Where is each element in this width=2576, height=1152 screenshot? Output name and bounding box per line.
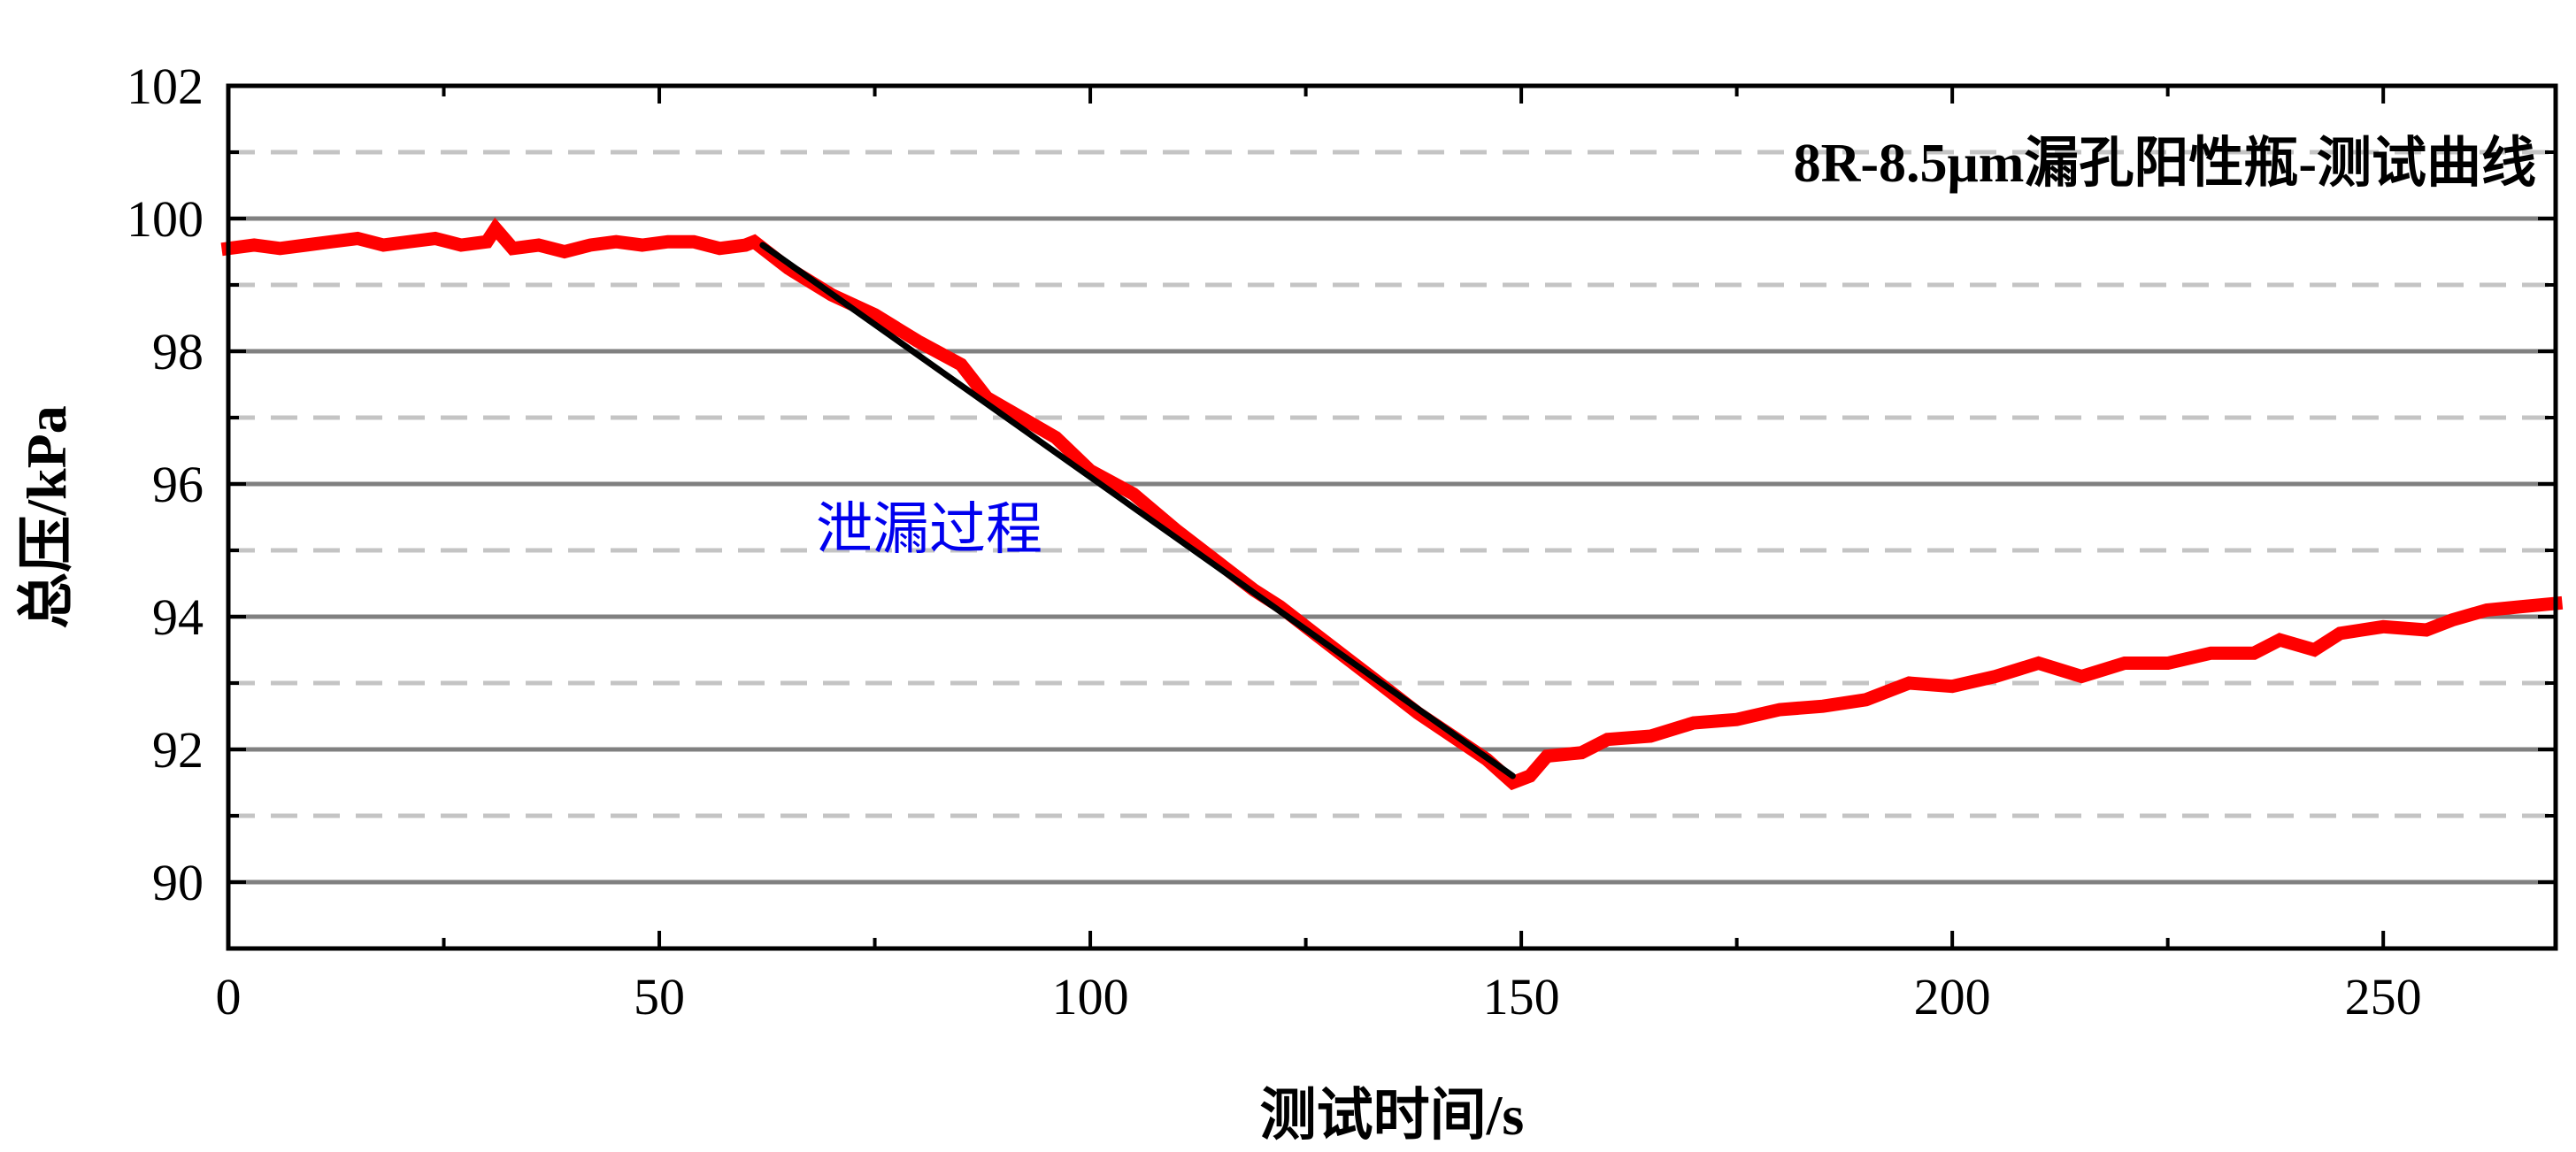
annotation-leak-process: 泄漏过程 bbox=[816, 498, 1042, 561]
chart-title: 8R-8.5μm漏孔阳性瓶-测试曲线 bbox=[1794, 133, 2536, 194]
y-tick-label-90: 90 bbox=[152, 854, 204, 911]
data-series bbox=[220, 217, 2564, 791]
series-fit-line bbox=[759, 242, 1516, 780]
x-tick-label-100: 100 bbox=[1052, 968, 1129, 1025]
y-tick-label-96: 96 bbox=[152, 456, 204, 513]
x-tick-label-150: 150 bbox=[1483, 968, 1560, 1025]
y-tick-label-102: 102 bbox=[127, 58, 204, 115]
x-tick-label-50: 50 bbox=[634, 968, 685, 1025]
grid-lines bbox=[228, 150, 2556, 951]
plot-frame bbox=[226, 83, 2558, 951]
y-tick-label-94: 94 bbox=[152, 588, 204, 646]
tick-labels: 0 50 100 150 200 250 90 92 94 96 98 100 102 bbox=[127, 58, 2422, 1025]
x-tick-label-0: 0 bbox=[216, 968, 242, 1025]
y-tick-label-98: 98 bbox=[152, 323, 204, 380]
x-tick-label-200: 200 bbox=[1914, 968, 1991, 1025]
x-tick-label-250: 250 bbox=[2345, 968, 2422, 1025]
axis-ticks bbox=[227, 84, 2556, 950]
x-axis-title: 测试时间/s bbox=[1260, 1084, 1525, 1147]
y-tick-label-100: 100 bbox=[127, 190, 204, 248]
y-tick-label-92: 92 bbox=[152, 721, 204, 779]
series-pressure-line bbox=[220, 217, 2564, 791]
y-axis-title: 总压/kPa bbox=[15, 405, 78, 628]
